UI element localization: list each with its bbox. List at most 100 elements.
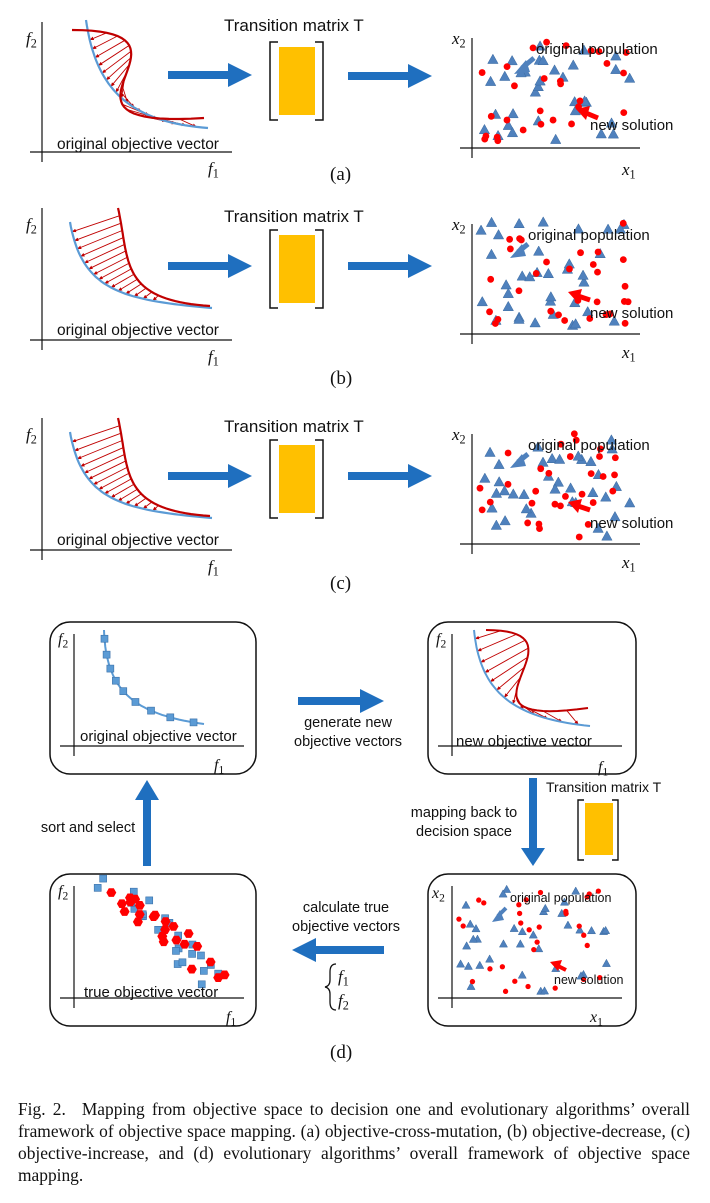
hatch-line (94, 39, 126, 58)
panel-c: f2 f1 original objective vector Transiti… (26, 417, 673, 594)
x2-axis-label: x2 (431, 885, 445, 905)
population-triangle (577, 269, 589, 280)
hatch-line (91, 35, 118, 50)
population-triangle (524, 271, 536, 282)
new-solution-dot (537, 465, 545, 473)
population-triangle (605, 434, 618, 445)
original-population-pointer-head (510, 454, 526, 468)
new-solution-dot (555, 311, 562, 319)
new-solution-dot (504, 449, 512, 457)
new-solution-dot (611, 454, 619, 462)
panel-a: f2 f1 original objective vector Transiti… (26, 16, 673, 185)
x1-axis-label: x1 (621, 160, 636, 182)
true-objective-square (178, 958, 187, 967)
population-triangle (592, 522, 604, 533)
population-triangle (476, 295, 488, 307)
front-square (100, 634, 109, 643)
new-solution-dot (481, 135, 489, 143)
hatch-line (489, 656, 528, 683)
calculate-arrow (292, 938, 384, 962)
new-solution-dot (620, 69, 627, 77)
f2-axis-label: f2 (58, 631, 68, 651)
population-triangle (533, 245, 545, 256)
new-solution-dot (478, 69, 486, 76)
new-solution-dot (597, 445, 604, 453)
hatch-line (125, 283, 142, 295)
figure-number: Fig. 2. (18, 1099, 66, 1119)
transition-matrix (269, 229, 324, 309)
hatch-line (104, 478, 132, 495)
population-triangle (571, 886, 581, 895)
population-triangle (465, 919, 475, 928)
new-solution-pointer (577, 293, 591, 303)
population-triangle (479, 472, 491, 483)
population-triangle (578, 276, 590, 287)
population-triangle (513, 217, 525, 228)
new-solution-dot (602, 311, 610, 319)
true-objective-hexagon (119, 907, 130, 916)
transition-matrix-small (577, 799, 619, 861)
f1-axis-label: f1 (208, 159, 219, 181)
panel-label-c: (c) (330, 573, 351, 594)
new-solution-dot (576, 923, 582, 929)
hatch-line (80, 447, 124, 467)
new-solution-dot (552, 985, 558, 991)
true-objective-square (200, 967, 208, 975)
x2-axis-label: x2 (451, 29, 466, 51)
new-solution-label: new solution (590, 305, 673, 322)
hatch-line (142, 501, 153, 510)
arrow-to-matrix (168, 254, 252, 278)
new-solution-dot (557, 80, 565, 88)
front-square (131, 698, 140, 706)
new-solution-dot (549, 116, 557, 124)
new-solution-dot (593, 298, 601, 306)
true-objective-square (99, 874, 107, 883)
original-objective-vector-label: original objective vector (57, 136, 219, 153)
new-solution-dot (563, 908, 569, 915)
true-objective-square (197, 980, 206, 989)
true-objective-hexagon (134, 910, 145, 919)
hatch-line (98, 472, 130, 490)
hatch-line (88, 460, 126, 480)
population-triangle (463, 961, 473, 970)
population-triangle (499, 515, 511, 526)
panel-d: f2 f1 original objective vector f2 f1 ne… (41, 621, 662, 1063)
panel-label-d: (d) (330, 1042, 352, 1063)
true-objective-hexagon (183, 929, 194, 938)
population-triangle (534, 944, 544, 953)
f2-axis-label: f2 (26, 425, 37, 447)
population-triangle (602, 223, 614, 234)
new-solution-dot (491, 320, 499, 327)
new-solution-dot (572, 436, 580, 444)
front-square (119, 687, 128, 695)
new-solution-dot (537, 889, 544, 896)
new-solution-dot (595, 888, 602, 894)
hatch-line (503, 676, 521, 698)
original-population-label: original population (510, 891, 612, 905)
new-solution-dot (516, 235, 524, 243)
population-triangle (624, 497, 636, 508)
new-solution-dot (589, 261, 597, 268)
transition-matrix-small-label: Transition matrix T (546, 779, 662, 795)
new-solution-dot (581, 932, 587, 938)
new-solution-dot (624, 298, 632, 306)
new-solution-dot (486, 498, 494, 506)
original-objective-vector-label: original objective vector (80, 728, 237, 745)
hatch-line (484, 647, 529, 673)
population-triangle (506, 54, 518, 66)
population-triangle (563, 920, 573, 929)
new-solution-dot (486, 308, 493, 316)
population-triangle (575, 925, 585, 934)
new-solution-dot (532, 487, 540, 495)
new-solution-dot (523, 897, 529, 903)
population-triangle (610, 50, 622, 61)
sort-select-arrow (135, 780, 159, 866)
new-solution-dot (595, 48, 603, 55)
hatch-line (142, 291, 153, 300)
new-solution-dot (621, 282, 629, 290)
hatch-line (97, 45, 130, 66)
population-triangle (548, 64, 561, 75)
new-solution-dot (621, 319, 629, 327)
new-solution-dot (594, 248, 602, 256)
new-solution-dot (476, 484, 484, 492)
